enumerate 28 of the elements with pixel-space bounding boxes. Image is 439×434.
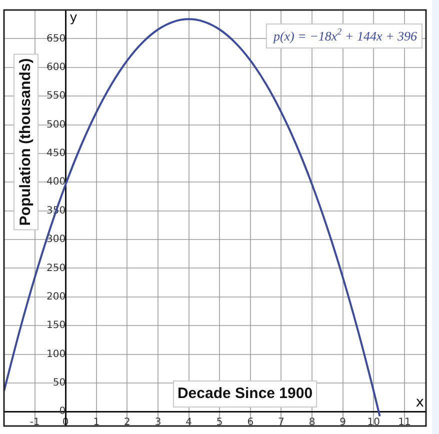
y-axis-title: Population (thousands)	[17, 58, 34, 226]
y-tick-label: 50	[52, 378, 66, 389]
y-tick-label: 600	[46, 62, 66, 73]
x-axis-title: Decade Since 1900	[177, 385, 313, 402]
x-tick-label: 7	[278, 417, 284, 428]
x-tick-label: 10	[367, 417, 380, 428]
y-tick-label: 550	[46, 90, 66, 102]
x-tick-label: 2	[124, 417, 130, 428]
y-tick-label: 300	[46, 234, 66, 246]
x-tick-label: 5	[216, 417, 223, 428]
y-tick-label: 400	[46, 176, 66, 188]
y-tick-label: 150	[46, 320, 66, 332]
x-tick-label: -1	[30, 417, 40, 428]
x-tick-label: 9	[340, 417, 346, 428]
x-tick-label: 4	[186, 417, 192, 428]
annotation: y	[70, 10, 78, 26]
annotation: x	[416, 394, 424, 410]
x-tick-label: 3	[154, 417, 162, 428]
y-tick-label: 450	[46, 148, 66, 160]
y-tick-label: 250	[46, 262, 66, 274]
y-tick-label: 200	[46, 291, 66, 302]
x-tick-label: 11	[398, 417, 411, 428]
x-tick-label: 6	[247, 417, 254, 428]
y-tick-label: 100	[46, 348, 66, 360]
y-tick-label: 650	[46, 33, 66, 44]
y-tick-label: 500	[46, 119, 66, 130]
x-tick-label: 8	[308, 417, 316, 428]
x-tick-label: 1	[93, 417, 100, 428]
